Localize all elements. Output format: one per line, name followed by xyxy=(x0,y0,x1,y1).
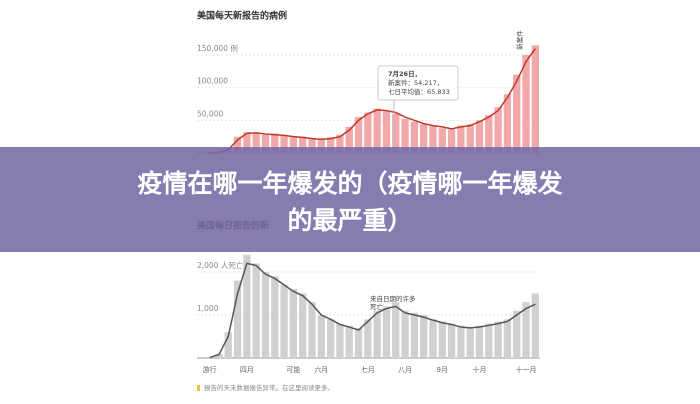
bar xyxy=(243,254,251,358)
footnote-marker xyxy=(197,385,200,391)
tooltip-text: 7月26日， xyxy=(388,70,421,78)
bar xyxy=(513,74,521,153)
x-tick-label: 八月 xyxy=(398,366,412,374)
x-tick-label: 四月 xyxy=(240,366,254,374)
bar xyxy=(503,319,512,358)
bar xyxy=(215,353,223,358)
tooltip xyxy=(377,65,459,101)
bar xyxy=(392,113,400,153)
banner-title: 疫情在哪一年爆发的（疫情哪一年爆发 xyxy=(137,169,562,198)
bar xyxy=(326,319,335,358)
bar xyxy=(531,293,539,358)
bar xyxy=(252,263,260,358)
bar xyxy=(354,117,363,153)
bar xyxy=(475,325,484,358)
bar xyxy=(271,276,279,358)
bar xyxy=(233,280,242,358)
bar xyxy=(280,284,288,358)
bar xyxy=(308,302,316,358)
bar xyxy=(522,55,530,153)
bar xyxy=(354,327,363,358)
trend-line xyxy=(209,262,536,359)
bar xyxy=(466,327,474,358)
bar xyxy=(308,139,316,153)
bar xyxy=(513,310,521,358)
bar xyxy=(531,45,539,153)
bar xyxy=(345,325,353,358)
bar xyxy=(401,310,409,358)
bar xyxy=(475,120,484,153)
bar xyxy=(317,315,325,358)
side-label: 新案件 xyxy=(515,30,524,50)
bar xyxy=(466,124,474,153)
bar xyxy=(299,293,307,358)
bar xyxy=(252,133,260,153)
bar xyxy=(494,107,502,153)
bar xyxy=(503,94,512,153)
x-tick-label: 十一月 xyxy=(516,365,537,374)
bar xyxy=(382,306,391,358)
tooltip-text: 新案件：54,217， xyxy=(388,78,443,87)
y-tick-label: 50,000 xyxy=(197,109,223,118)
bar xyxy=(243,132,251,153)
bar xyxy=(410,312,419,358)
bar xyxy=(271,133,279,153)
bar xyxy=(364,112,372,153)
bar xyxy=(261,272,270,358)
bar xyxy=(438,321,446,358)
bar xyxy=(447,129,456,153)
bar xyxy=(410,121,419,153)
annotation: 死亡 xyxy=(370,302,384,311)
bar xyxy=(522,302,530,358)
banner-title: 的最严重） xyxy=(287,206,412,235)
bar xyxy=(382,111,391,153)
trend-line xyxy=(209,48,536,154)
bar xyxy=(447,323,456,358)
bar xyxy=(345,126,353,153)
bar xyxy=(364,319,372,358)
bar xyxy=(289,137,298,153)
y-tick-label: 2,000 人死亡 xyxy=(197,260,244,270)
bar xyxy=(261,134,270,153)
bar xyxy=(392,302,400,358)
tooltip-text: 七日平均值：65,833 xyxy=(388,87,450,96)
bar xyxy=(326,137,335,153)
bar xyxy=(299,136,307,153)
bar xyxy=(420,315,428,358)
bar xyxy=(336,134,344,153)
bar xyxy=(457,125,465,153)
bar xyxy=(429,126,437,153)
x-tick-label: 十月 xyxy=(473,365,487,374)
chart-title: 美国每天新报告的病例 xyxy=(197,10,287,22)
bar xyxy=(457,325,465,358)
bar xyxy=(485,323,493,358)
bar xyxy=(373,310,381,358)
x-tick-label: 游行 xyxy=(203,365,217,374)
x-tick-label: 可能 xyxy=(286,365,300,374)
bar xyxy=(401,119,409,153)
footnote: 报告的天未数据报告异常。在这里阅读更多。 xyxy=(204,383,334,392)
bar xyxy=(485,115,493,153)
y-tick-label: 1,000 xyxy=(197,304,219,313)
banner xyxy=(0,147,700,252)
bar xyxy=(336,323,344,358)
annotation: 来自日期的许多 xyxy=(370,294,416,303)
x-tick-label: 9月 xyxy=(437,366,448,374)
bar xyxy=(224,332,232,358)
bar xyxy=(438,128,446,153)
bar xyxy=(420,124,428,153)
bar xyxy=(373,108,381,153)
y-tick-label: 100,000 xyxy=(197,77,228,86)
bar xyxy=(280,136,288,153)
bar xyxy=(317,138,325,153)
y-tick-label: 150,000 例 xyxy=(197,43,238,53)
bar xyxy=(429,319,437,358)
bar xyxy=(289,289,298,358)
bar xyxy=(494,321,502,358)
bar xyxy=(233,136,242,153)
x-tick-label: 六月 xyxy=(314,365,328,374)
x-tick-label: 七月 xyxy=(361,365,375,374)
